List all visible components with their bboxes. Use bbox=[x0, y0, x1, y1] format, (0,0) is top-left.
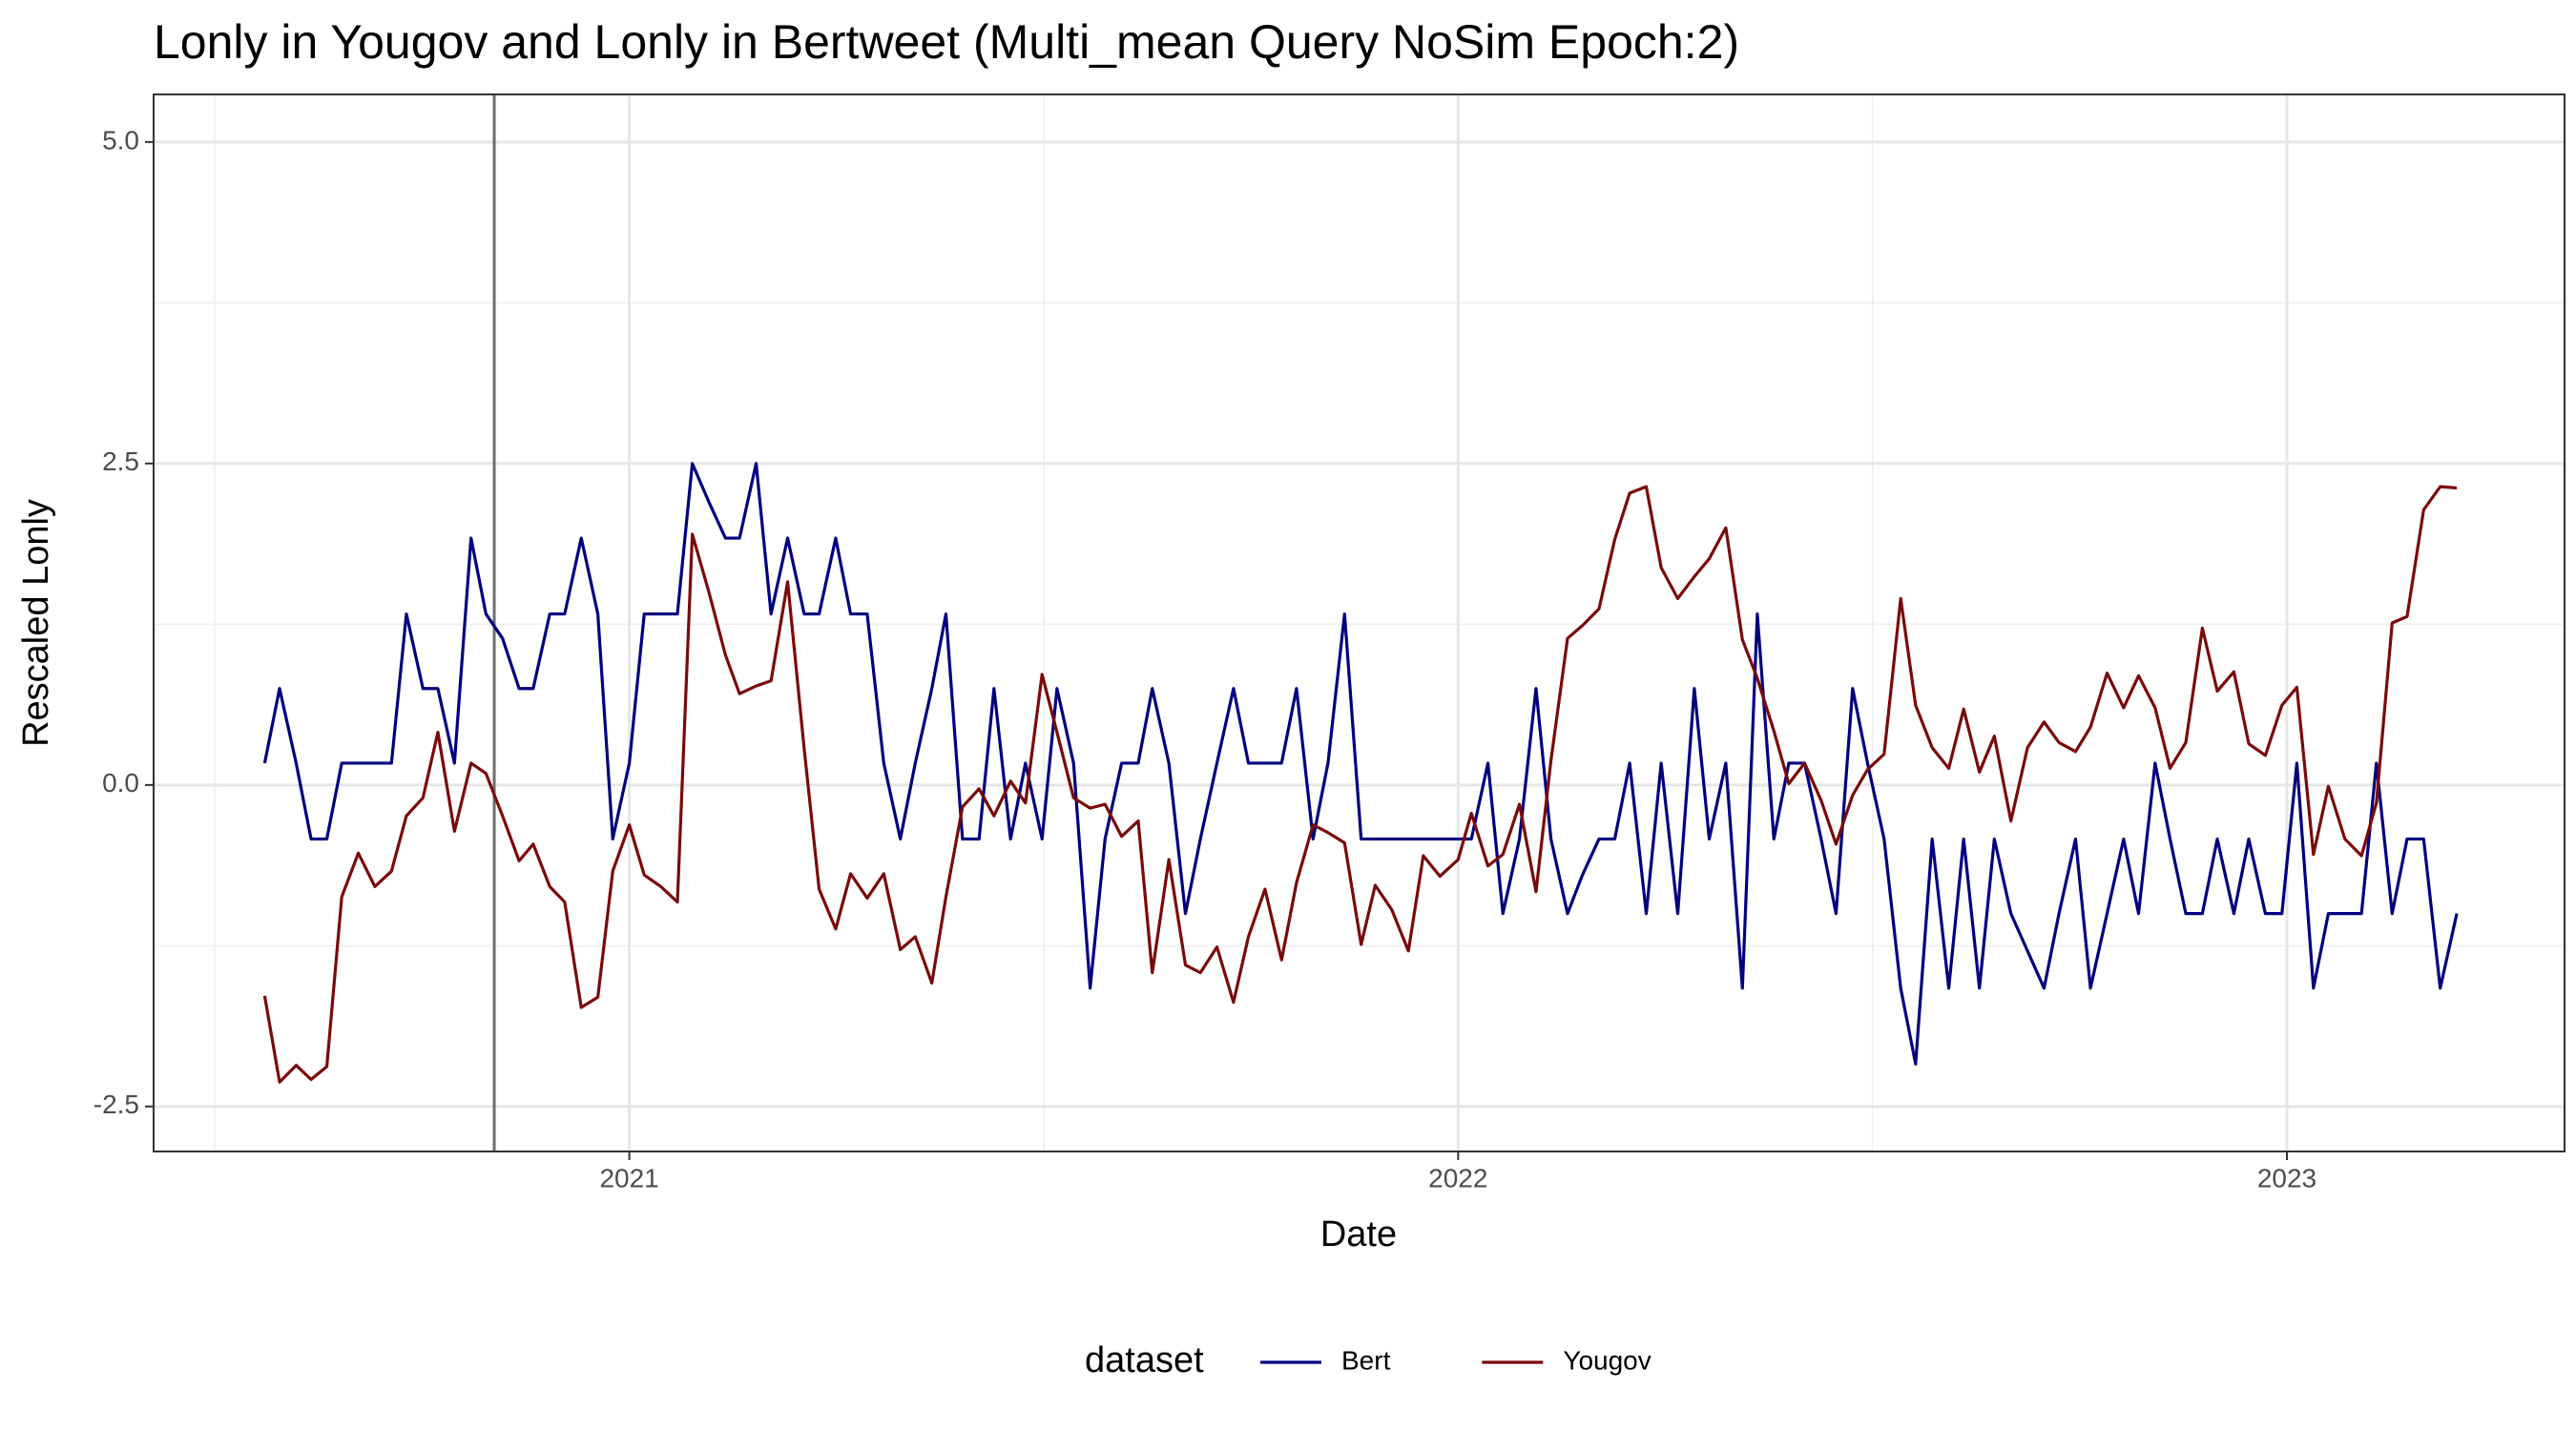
x-tick-label: 2023 bbox=[2257, 1163, 2316, 1192]
x-tick-label: 2022 bbox=[1428, 1163, 1487, 1192]
y-tick-label: 5.0 bbox=[102, 125, 139, 155]
legend-label: Yougov bbox=[1563, 1345, 1651, 1375]
y-axis-label: Rescaled Lonly bbox=[16, 499, 56, 747]
data-line bbox=[262, 485, 2458, 1084]
x-axis-label: Date bbox=[1320, 1214, 1397, 1255]
data-line bbox=[262, 462, 2459, 1066]
legend-label: Bert bbox=[1341, 1345, 1391, 1375]
x-tick-label: 2021 bbox=[599, 1163, 658, 1192]
y-tick-label: 2.5 bbox=[102, 446, 139, 476]
y-tick-label: 0.0 bbox=[102, 768, 139, 798]
y-tick-label: -2.5 bbox=[93, 1089, 139, 1119]
legend-title: dataset bbox=[1085, 1340, 1204, 1380]
panel-border bbox=[153, 93, 2566, 1152]
chart-title: Lonly in Yougov and Lonly in Bertweet (M… bbox=[154, 15, 1739, 69]
